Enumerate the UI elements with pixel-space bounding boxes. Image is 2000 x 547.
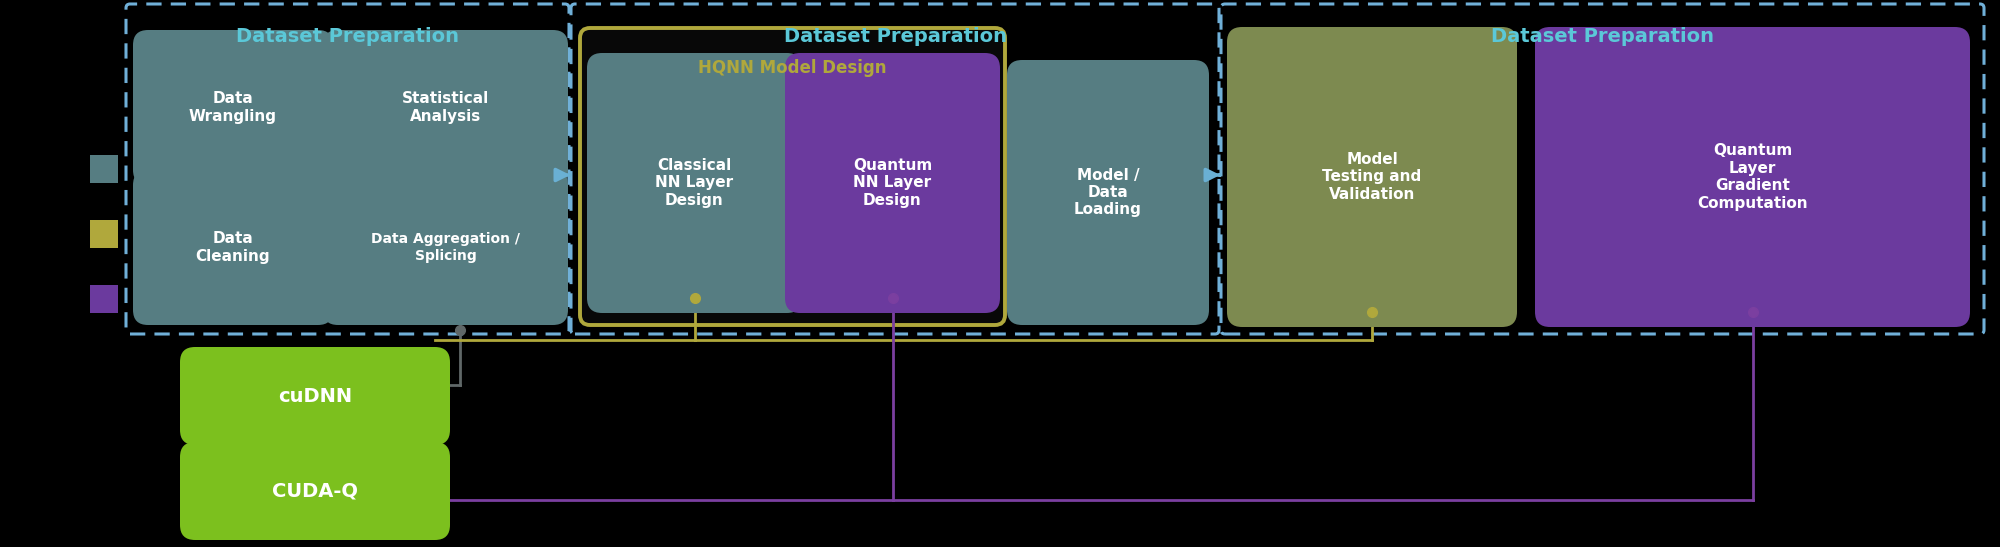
FancyBboxPatch shape: [588, 53, 802, 313]
Text: Dataset Preparation: Dataset Preparation: [1492, 26, 1714, 45]
Bar: [90, 285, 118, 313]
FancyBboxPatch shape: [180, 347, 450, 445]
Text: Dataset Preparation: Dataset Preparation: [236, 26, 460, 45]
Text: Classical
NN Layer
Design: Classical NN Layer Design: [656, 158, 734, 208]
Text: Model
Testing and
Validation: Model Testing and Validation: [1322, 152, 1422, 202]
FancyBboxPatch shape: [1536, 27, 1970, 327]
FancyBboxPatch shape: [580, 28, 1006, 325]
Text: Statistical
Analysis: Statistical Analysis: [402, 91, 490, 124]
Bar: [90, 220, 118, 248]
Text: Dataset Preparation: Dataset Preparation: [784, 26, 1006, 45]
FancyBboxPatch shape: [132, 30, 332, 185]
Text: Data Aggregation /
Splicing: Data Aggregation / Splicing: [372, 232, 520, 263]
Text: Data
Cleaning: Data Cleaning: [196, 231, 270, 264]
FancyBboxPatch shape: [324, 170, 568, 325]
Text: Quantum
NN Layer
Design: Quantum NN Layer Design: [852, 158, 932, 208]
Text: CUDA-Q: CUDA-Q: [272, 481, 358, 501]
Text: HQNN Model Design: HQNN Model Design: [698, 59, 886, 77]
Text: Quantum
Layer
Gradient
Computation: Quantum Layer Gradient Computation: [1698, 143, 1808, 211]
FancyBboxPatch shape: [1228, 27, 1518, 327]
Text: Data
Wrangling: Data Wrangling: [188, 91, 276, 124]
Bar: [90, 155, 118, 183]
FancyBboxPatch shape: [324, 30, 568, 185]
FancyBboxPatch shape: [784, 53, 1000, 313]
FancyBboxPatch shape: [132, 170, 332, 325]
Text: Model /
Data
Loading: Model / Data Loading: [1074, 167, 1142, 217]
FancyBboxPatch shape: [180, 442, 450, 540]
Text: cuDNN: cuDNN: [278, 387, 352, 405]
FancyBboxPatch shape: [1008, 60, 1208, 325]
